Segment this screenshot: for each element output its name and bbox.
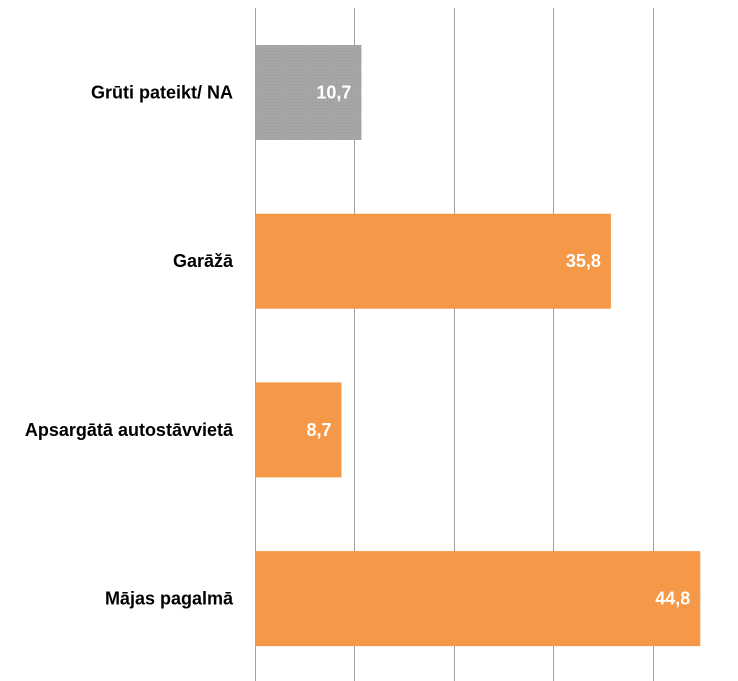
bar-2 <box>255 382 342 478</box>
category-label-1: Garāžā <box>173 251 234 271</box>
value-labels: 10,7 35,8 8,7 44,8 <box>306 83 690 609</box>
value-label-2: 8,7 <box>306 420 331 440</box>
value-label-1: 35,8 <box>566 251 601 271</box>
category-label-0: Grūti pateikt/ NA <box>91 83 233 103</box>
bar-0 <box>255 45 362 140</box>
bar-3 <box>255 551 701 647</box>
category-label-2: Apsargātā autostāvvietā <box>25 420 234 440</box>
value-label-3: 44,8 <box>655 589 690 609</box>
bars <box>255 45 701 647</box>
value-label-0: 10,7 <box>316 83 351 103</box>
category-labels: Grūti pateikt/ NA Garāžā Apsargātā autostā… <box>25 83 234 609</box>
bar-1 <box>255 213 611 309</box>
category-label-3: Mājas pagalmā <box>105 589 234 609</box>
